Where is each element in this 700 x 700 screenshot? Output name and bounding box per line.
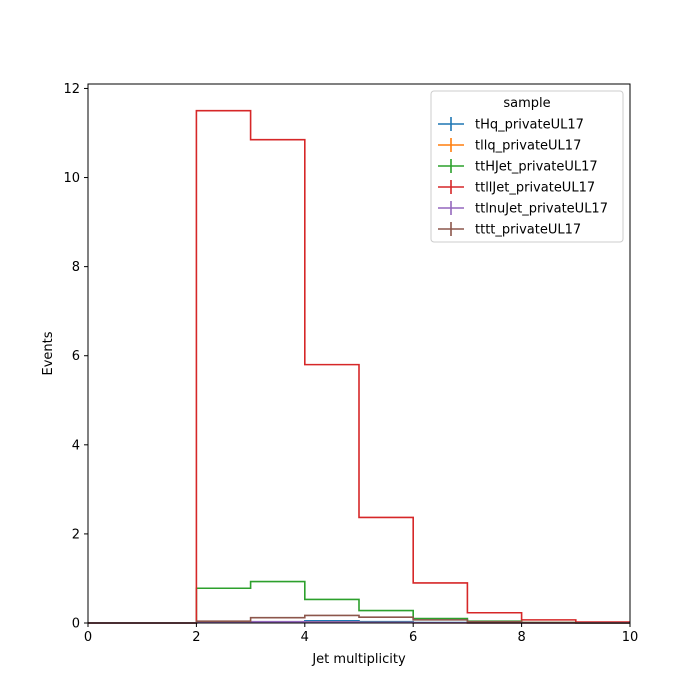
x-tick-label: 6 <box>409 630 417 645</box>
x-tick-label: 8 <box>517 630 525 645</box>
y-tick-label: 8 <box>72 260 80 275</box>
y-tick-label: 10 <box>63 171 80 186</box>
y-tick-label: 2 <box>72 527 80 542</box>
y-axis-label: Events <box>41 331 56 375</box>
legend-entry-label: tttt_privateUL17 <box>475 223 581 238</box>
legend-entry-label: ttllJet_privateUL17 <box>475 181 595 196</box>
legend-entry-label: tHq_privateUL17 <box>475 118 584 133</box>
x-axis-label: Jet multiplicity <box>311 652 406 667</box>
y-tick-label: 6 <box>72 349 80 364</box>
legend-entry-label: tllq_privateUL17 <box>475 139 581 154</box>
y-tick-label: 0 <box>72 617 80 632</box>
y-tick-label: 4 <box>72 438 80 453</box>
x-tick-label: 10 <box>622 630 639 645</box>
legend-title: sample <box>503 96 550 111</box>
legend-entry-label: ttHJet_privateUL17 <box>475 160 598 175</box>
y-tick-label: 12 <box>63 82 80 97</box>
legend-entry-label: ttlnuJet_privateUL17 <box>475 202 608 217</box>
legend: sample tHq_privateUL17 tllq_privateUL17tt… <box>431 91 623 242</box>
x-tick-label: 0 <box>84 630 92 645</box>
x-tick-label: 4 <box>301 630 309 645</box>
x-tick-label: 2 <box>192 630 200 645</box>
